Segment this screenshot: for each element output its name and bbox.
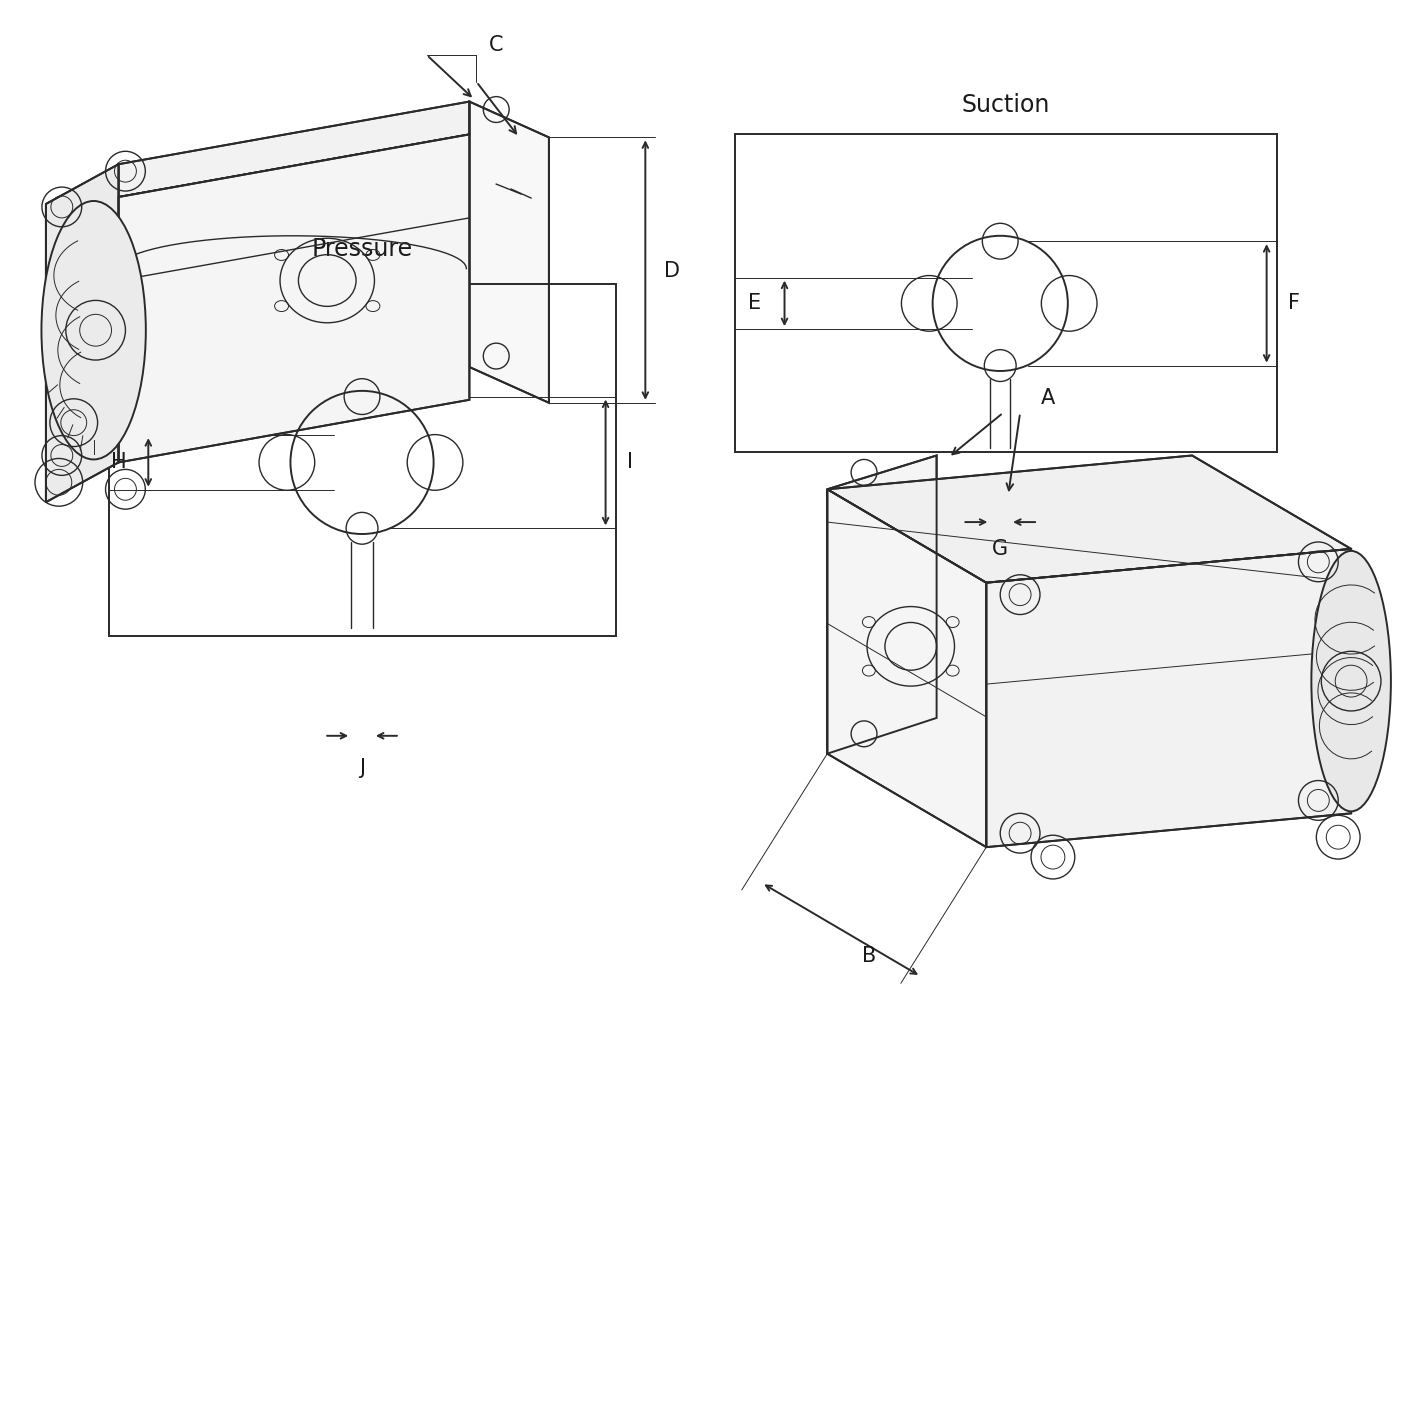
Ellipse shape: [41, 201, 146, 460]
Polygon shape: [118, 135, 470, 463]
Polygon shape: [987, 548, 1351, 848]
Polygon shape: [827, 456, 936, 754]
Polygon shape: [827, 489, 987, 848]
Text: C: C: [489, 35, 503, 55]
Text: J: J: [359, 758, 366, 778]
Polygon shape: [470, 101, 548, 402]
Text: A: A: [1040, 388, 1054, 408]
Polygon shape: [46, 165, 118, 502]
Text: H: H: [111, 453, 127, 472]
Text: D: D: [664, 260, 681, 281]
Ellipse shape: [1312, 551, 1391, 811]
Text: G: G: [993, 538, 1008, 560]
Text: I: I: [627, 453, 634, 472]
Text: Pressure: Pressure: [312, 236, 412, 260]
Polygon shape: [827, 456, 1351, 582]
Polygon shape: [118, 101, 470, 197]
Bar: [108, 284, 616, 637]
Text: E: E: [748, 294, 761, 314]
Bar: [735, 135, 1277, 453]
Text: F: F: [1288, 294, 1301, 314]
Text: Suction: Suction: [962, 93, 1049, 117]
Text: B: B: [862, 946, 876, 966]
